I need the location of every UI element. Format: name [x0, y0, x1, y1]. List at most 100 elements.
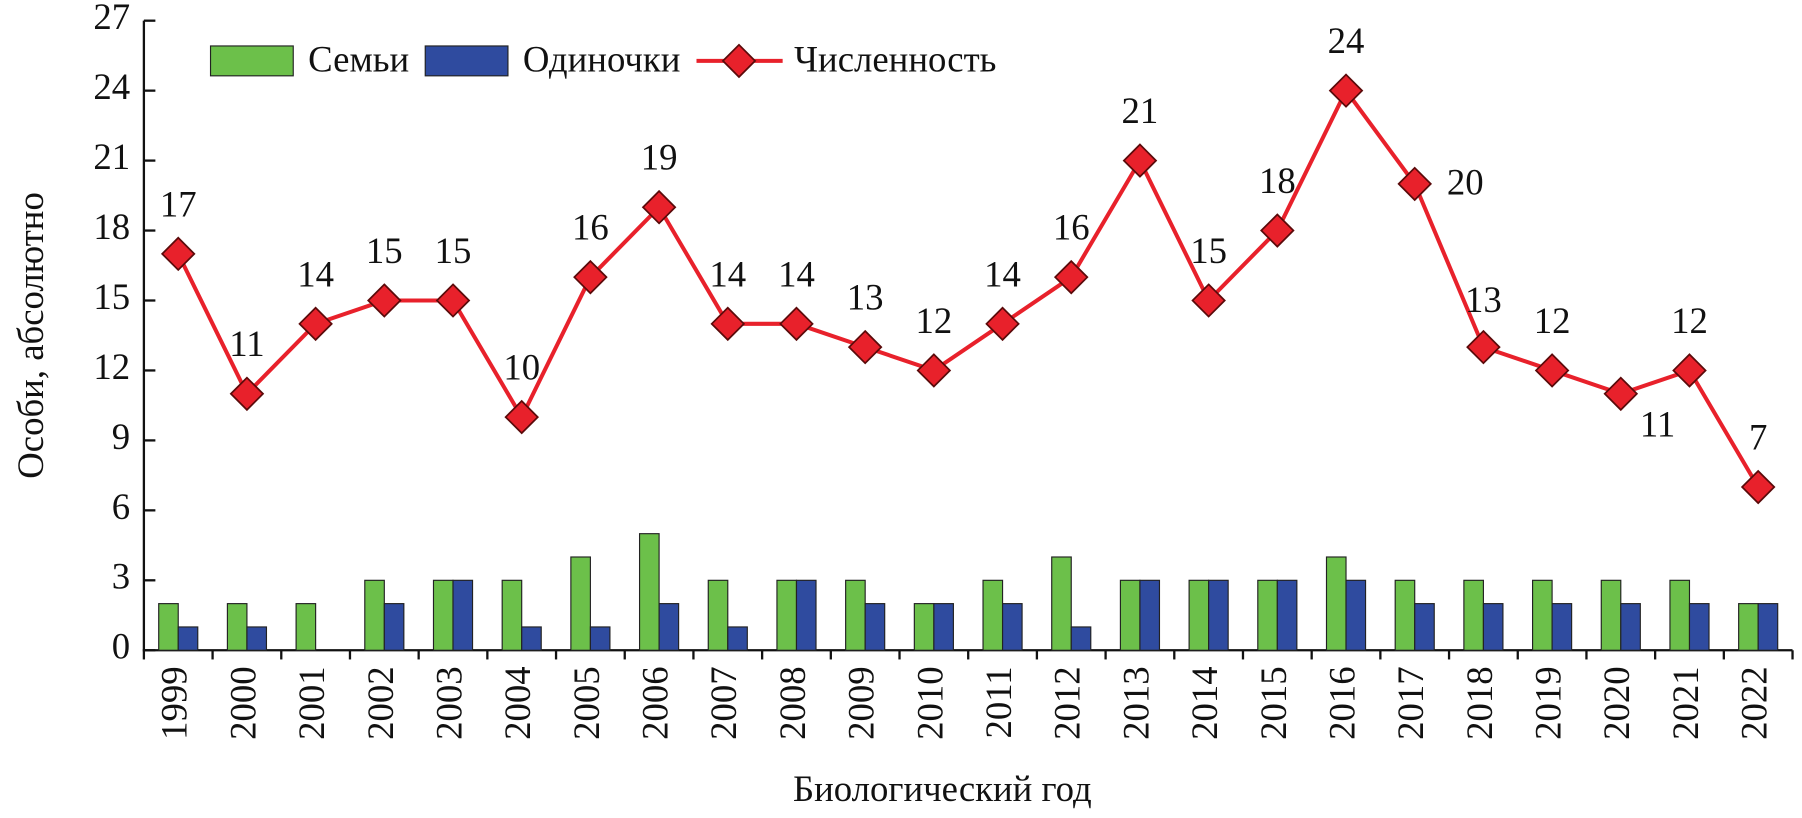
- marker: [1672, 353, 1707, 388]
- marker: [1397, 166, 1433, 202]
- bar: [638, 533, 660, 651]
- marker: [1603, 376, 1639, 412]
- marker: [1740, 469, 1776, 505]
- y-tick-label: 21: [93, 136, 130, 177]
- bar: [864, 603, 886, 651]
- data-label: 16: [572, 207, 609, 248]
- x-tick-label: 2006: [635, 666, 676, 739]
- bar: [452, 579, 474, 651]
- data-label: 12: [915, 300, 952, 341]
- bar: [1738, 603, 1759, 651]
- marker: [1534, 353, 1570, 388]
- data-label: 14: [984, 253, 1021, 294]
- marker: [641, 189, 677, 225]
- bar: [1688, 603, 1710, 651]
- marker: [916, 353, 952, 388]
- bar: [521, 626, 542, 651]
- data-label: 15: [1190, 230, 1227, 271]
- data-label: 10: [503, 347, 540, 388]
- y-tick-label: 15: [93, 276, 130, 317]
- bar: [1119, 579, 1141, 651]
- data-label: 7: [1749, 417, 1767, 458]
- data-label: 19: [641, 137, 678, 178]
- x-tick-label: 2000: [222, 666, 263, 739]
- bar: [1070, 626, 1092, 651]
- data-label: 17: [160, 183, 197, 224]
- data-label: 13: [847, 277, 884, 318]
- marker: [573, 259, 608, 295]
- data-label: 13: [1465, 279, 1502, 320]
- y-tick-label: 12: [93, 346, 130, 387]
- bar: [364, 579, 385, 651]
- y-axis-title: Особи, абсолютно: [10, 192, 51, 479]
- x-tick-label: 2001: [291, 666, 332, 739]
- data-label: 14: [778, 253, 815, 294]
- marker: [298, 306, 333, 342]
- bar: [177, 626, 199, 651]
- legend-swatch: [209, 45, 294, 77]
- legend-swatch: [424, 45, 509, 77]
- bar: [658, 603, 680, 651]
- bar: [913, 603, 935, 651]
- data-label: 21: [1122, 90, 1159, 131]
- y-tick-label: 6: [112, 486, 130, 527]
- x-tick-label: 2017: [1390, 666, 1431, 739]
- bar: [432, 579, 454, 651]
- data-label: 20: [1447, 162, 1484, 203]
- bar: [501, 579, 523, 651]
- bar: [1257, 579, 1278, 651]
- x-tick-label: 2019: [1528, 666, 1569, 739]
- x-tick-label: 2013: [1115, 666, 1156, 739]
- legend-label: Численность: [794, 39, 996, 80]
- marker: [1122, 143, 1158, 178]
- x-tick-label: 2007: [703, 666, 744, 739]
- bar: [1600, 579, 1622, 651]
- legend-label: Одиночки: [523, 39, 681, 80]
- bar: [1208, 579, 1229, 651]
- marker: [367, 283, 402, 318]
- bar: [1276, 579, 1298, 651]
- bar: [1345, 579, 1367, 651]
- data-label: 24: [1328, 20, 1365, 61]
- bar: [1620, 603, 1641, 651]
- marker: [229, 376, 265, 412]
- data-label: 11: [229, 323, 264, 364]
- bar: [1051, 556, 1072, 651]
- x-tick-label: 2022: [1734, 666, 1775, 739]
- data-label: 15: [366, 230, 403, 271]
- bar: [795, 579, 817, 651]
- bar: [845, 579, 866, 651]
- x-tick-label: 2002: [360, 666, 401, 739]
- bar: [727, 626, 748, 651]
- bar: [1531, 579, 1553, 651]
- bar: [707, 579, 729, 651]
- data-label: 12: [1534, 300, 1571, 341]
- x-tick-label: 2008: [772, 666, 813, 739]
- data-label: 16: [1053, 207, 1090, 248]
- bar: [1414, 603, 1435, 651]
- bar: [1669, 579, 1691, 651]
- bar: [933, 603, 954, 651]
- x-tick-label: 2021: [1665, 666, 1706, 739]
- data-label: 12: [1671, 300, 1708, 341]
- x-tick-label: 2014: [1184, 666, 1225, 739]
- bar: [246, 626, 268, 651]
- bar: [1463, 579, 1484, 651]
- marker: [1260, 213, 1295, 248]
- y-tick-label: 18: [93, 206, 130, 247]
- bar: [383, 603, 405, 651]
- marker: [1191, 283, 1226, 318]
- marker: [504, 399, 540, 435]
- x-tick-label: 2018: [1459, 666, 1500, 739]
- x-axis-title: Биологический год: [793, 768, 1092, 809]
- x-tick-label: 2016: [1321, 666, 1362, 739]
- y-tick-label: 3: [112, 556, 130, 597]
- y-tick-label: 0: [112, 626, 130, 667]
- marker: [1328, 73, 1364, 108]
- x-tick-label: 2020: [1596, 666, 1637, 739]
- marker: [1466, 329, 1501, 365]
- bar: [776, 579, 798, 651]
- legend-label: Семьи: [308, 39, 409, 80]
